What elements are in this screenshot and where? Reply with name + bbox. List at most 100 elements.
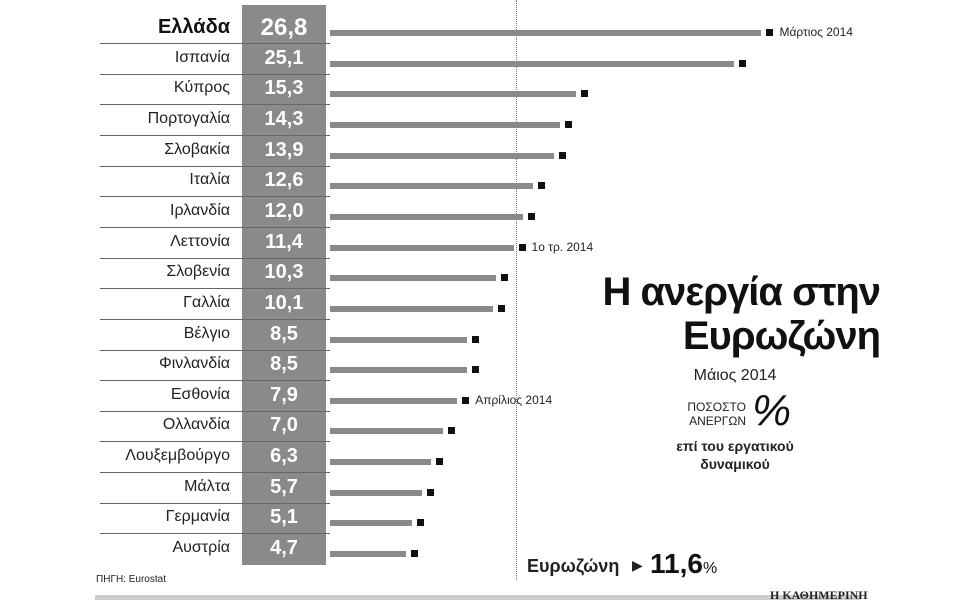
unit-description: επί του εργατικού δυναμικού [676, 438, 794, 472]
row-separator [100, 441, 330, 443]
value-label: 6,3 [270, 445, 298, 468]
bar-marker [558, 151, 566, 159]
bar [330, 91, 577, 98]
bar-marker [417, 519, 425, 527]
bar-marker [537, 182, 545, 190]
row-separator [100, 288, 330, 290]
period-annotation: 1ο τρ. 2014 [531, 239, 594, 254]
row-separator [100, 104, 330, 106]
value-column [242, 5, 326, 565]
category-label: Αυστρία [172, 539, 230, 557]
chart-title: Η ανεργία στην Ευρωζώνη [602, 270, 881, 358]
category-label: Βέλγιο [183, 324, 230, 342]
value-label: 7,9 [270, 383, 298, 406]
bar [330, 152, 554, 159]
value-label: 5,1 [270, 506, 298, 529]
row-separator [100, 73, 330, 75]
row-separator [100, 226, 330, 228]
category-label: Ελλάδα [157, 16, 230, 38]
bar [330, 397, 458, 404]
period-annotation: Απρίλιος 2014 [475, 392, 553, 407]
category-label: Ιταλία [189, 171, 230, 189]
value-label: 26,8 [260, 14, 308, 41]
row-separator [100, 134, 330, 136]
row-separator [100, 257, 330, 259]
bar-marker [447, 427, 455, 435]
category-label: Φινλανδία [158, 355, 230, 373]
bar [330, 336, 467, 343]
bar-marker [518, 243, 526, 251]
bar-marker [528, 212, 536, 220]
bar [330, 305, 493, 312]
source-note: ΠΗΓΗ: Eurostat [96, 574, 166, 585]
category-label: Σλοβακία [164, 140, 230, 158]
bar [330, 520, 413, 527]
value-label: 8,5 [270, 353, 298, 376]
category-label: Γερμανία [165, 508, 230, 526]
bar [330, 459, 432, 466]
value-label: 11,4 [265, 230, 303, 253]
value-label: 10,3 [264, 261, 304, 284]
row-separator [100, 502, 330, 504]
value-label: 15,3 [264, 77, 304, 100]
bar [330, 428, 443, 435]
bar-marker [426, 488, 434, 496]
category-label: Γαλλία [183, 293, 230, 311]
category-label: Ιρλανδία [170, 201, 230, 219]
row-separator [100, 349, 330, 351]
bar [330, 275, 496, 282]
unit-label-1: ΠΟΣΟΣΤΟ [687, 400, 746, 414]
reference-line [516, 0, 517, 580]
bar-marker [581, 90, 589, 98]
eurozone-value: 11,6% [650, 548, 718, 579]
category-label: Μάλτα [184, 477, 230, 495]
bar-marker [766, 29, 774, 36]
bar-marker [739, 59, 747, 67]
bar [330, 551, 406, 558]
bar [330, 183, 533, 190]
value-label: 25,1 [264, 46, 304, 69]
category-label: Ολλανδία [162, 416, 230, 434]
chart-subtitle: Μάιος 2014 [693, 367, 777, 384]
unit-label-2: ΑΝΕΡΓΩΝ [689, 414, 746, 428]
row-separator [100, 410, 330, 412]
row-separator [100, 472, 330, 474]
bar [330, 60, 735, 67]
bar-marker [471, 366, 479, 374]
bar-marker [436, 458, 444, 466]
category-label: Πορτογαλία [147, 109, 230, 127]
bar [330, 121, 561, 128]
bar-marker [471, 335, 479, 343]
category-label: Λουξεμβούργο [125, 447, 230, 465]
value-label: 4,7 [270, 537, 298, 560]
period-annotation: Μάρτιος 2014 [779, 25, 853, 39]
bar-marker [497, 304, 505, 312]
footer-line [95, 595, 860, 600]
bar-marker [500, 274, 508, 282]
eurozone-suffix: % [702, 560, 718, 577]
triangle-right-icon: ▶ [632, 557, 643, 573]
bar [330, 489, 422, 496]
row-separator [100, 380, 330, 382]
row-separator [100, 196, 330, 198]
bar [330, 244, 514, 251]
bar [330, 367, 467, 374]
bar-marker [462, 396, 470, 404]
bar [330, 30, 762, 36]
row-separator [100, 318, 330, 320]
value-label: 10,1 [264, 291, 304, 314]
value-label: 12,0 [264, 199, 304, 222]
value-label: 7,0 [270, 414, 298, 437]
value-label: 13,9 [264, 138, 304, 161]
percent-symbol: % [752, 386, 792, 435]
row-separator [100, 165, 330, 167]
eurozone-label: Ευρωζώνη [527, 556, 620, 576]
category-label: Εσθονία [170, 385, 230, 403]
bar [330, 213, 524, 220]
category-label: Κύπρος [173, 79, 230, 97]
category-label: Λεττονία [170, 232, 230, 250]
category-label: Σλοβενία [166, 263, 230, 281]
value-label: 12,6 [264, 169, 304, 192]
category-label: Ισπανία [174, 48, 230, 66]
